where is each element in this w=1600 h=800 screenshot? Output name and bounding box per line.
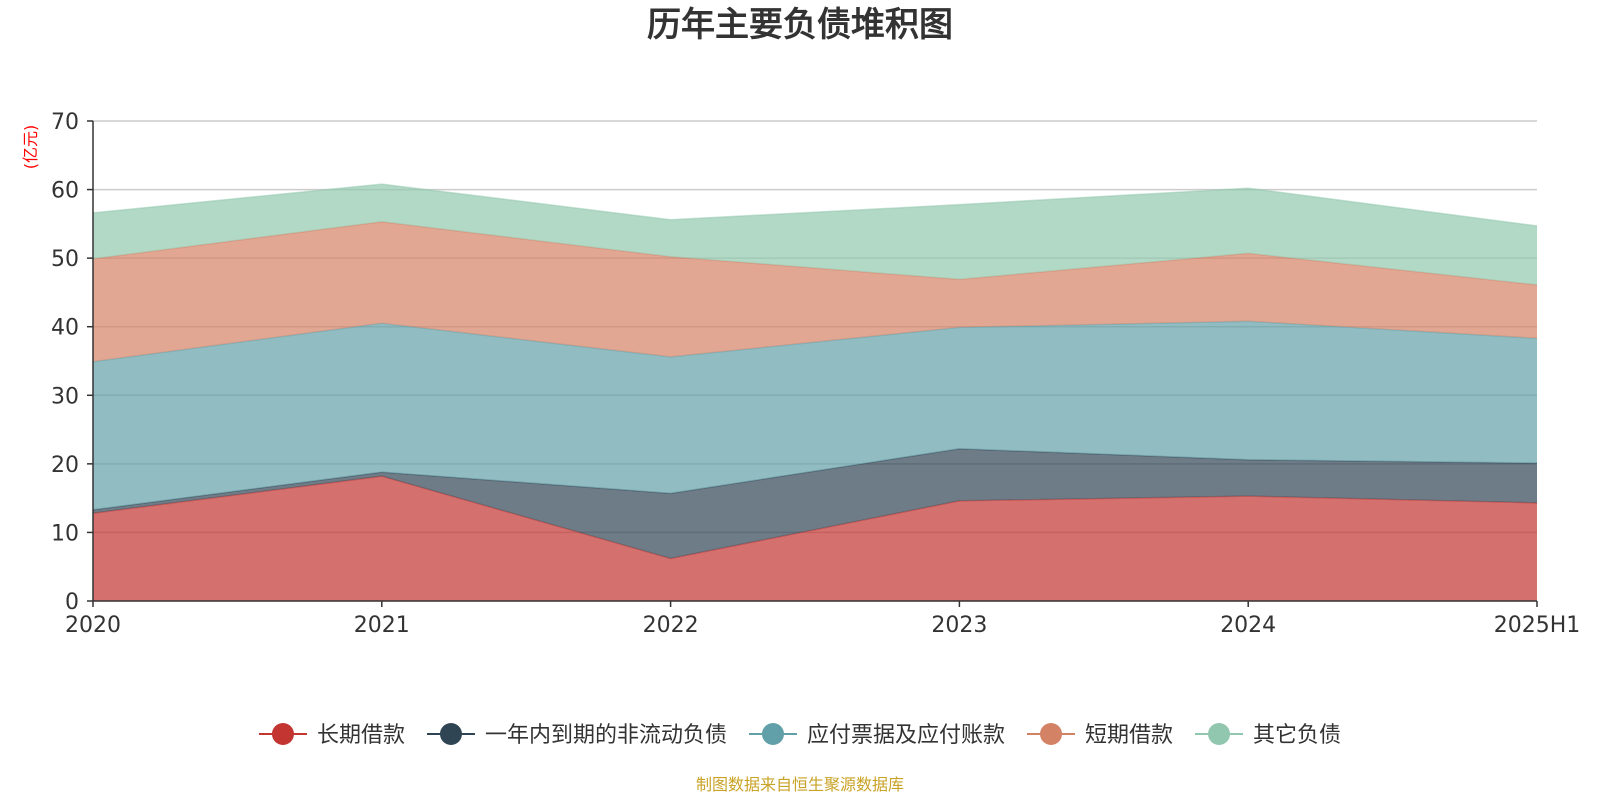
legend-label: 其它负债 [1253, 723, 1341, 748]
x-tick-label: 2020 [65, 613, 121, 638]
x-tick-label: 2022 [643, 613, 699, 638]
area-series [93, 321, 1537, 510]
legend-item[interactable]: 应付票据及应付账款 [748, 723, 1005, 748]
legend-item[interactable]: 短期借款 [1027, 723, 1173, 748]
area-series [93, 448, 1537, 559]
y-tick-label: 40 [51, 316, 79, 341]
legend-dot-icon [761, 723, 784, 745]
legend-label: 一年内到期的非流动负债 [485, 723, 727, 748]
area-series [93, 184, 1537, 285]
x-tick-label: 2021 [354, 613, 410, 638]
legend-item[interactable]: 其它负债 [1195, 723, 1341, 748]
legend-dot-icon [271, 723, 294, 745]
legend-dot-icon [439, 723, 462, 745]
legend-label: 短期借款 [1085, 723, 1173, 748]
area-series-line [92, 475, 1538, 560]
y-tick-label: 0 [65, 590, 79, 615]
y-tick-label: 30 [51, 384, 79, 409]
chart-title: 历年主要负债堆积图 [647, 5, 953, 45]
legend-dot-icon [1040, 723, 1063, 745]
area-series-line [92, 320, 1538, 363]
x-tick-label: 2023 [931, 613, 987, 638]
legend-item[interactable]: 长期借款 [258, 723, 405, 748]
x-tick-label: 2024 [1220, 613, 1276, 638]
y-tick-label: 20 [51, 453, 79, 478]
source-note: 制图数据来自恒生聚源数据库 [696, 775, 904, 794]
legend-item[interactable]: 一年内到期的非流动负债 [426, 723, 727, 748]
y-tick-label: 10 [51, 521, 79, 546]
y-tick-label: 50 [51, 247, 79, 272]
legend-label: 长期借款 [317, 723, 405, 748]
y-tick-label: 70 [51, 110, 79, 135]
y-axis-unit-label: (亿元) [21, 125, 40, 170]
legend-label: 应付票据及应付账款 [807, 723, 1005, 748]
area-series-line [92, 183, 1538, 227]
y-tick-label: 60 [51, 179, 79, 204]
area-series [93, 476, 1537, 601]
x-tick-label: 2025H1 [1494, 613, 1581, 638]
area-series [93, 221, 1537, 362]
legend-dot-icon [1208, 723, 1231, 745]
area-series-group [92, 183, 1538, 601]
legend[interactable]: 长期借款 一年内到期的非流动负债 应付票据及应付账款 短期借款 其它负债 [258, 723, 1341, 748]
axes: 0 10 20 30 40 50 60 70 2020 2021 2022 2023 2024 2025H… [51, 110, 1580, 638]
